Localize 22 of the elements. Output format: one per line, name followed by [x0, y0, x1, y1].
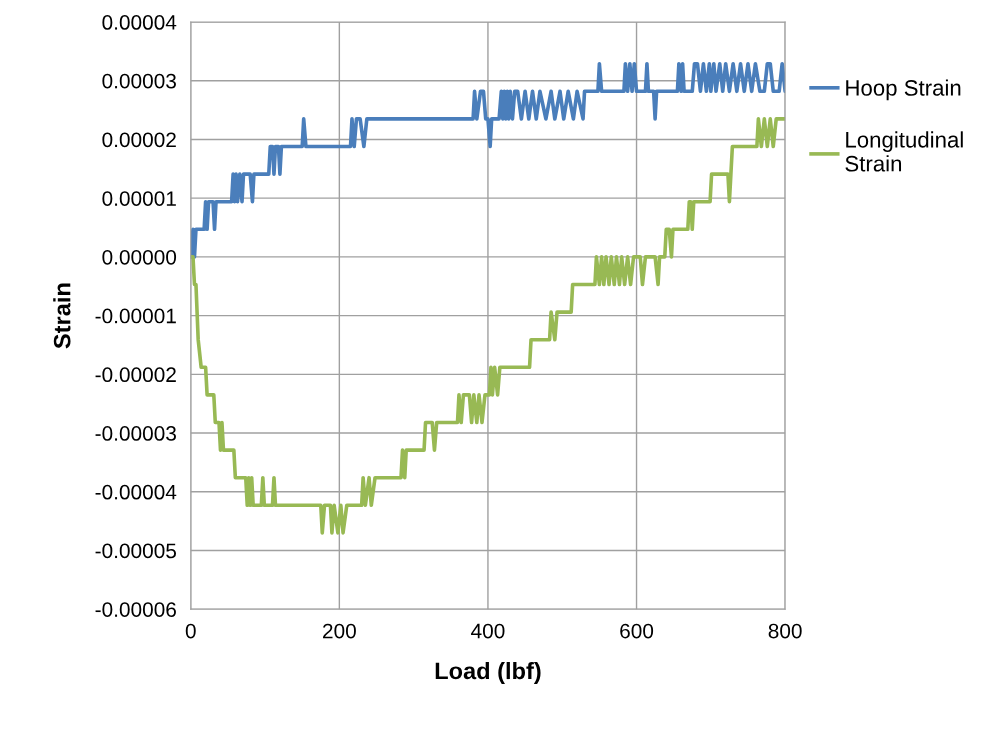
legend-label: Longitudinal Strain [845, 131, 963, 172]
x-tick-label: 0 [185, 623, 196, 639]
x-tick-label: 600 [620, 623, 654, 639]
y-tick-label: 0.00000 [102, 249, 177, 265]
x-axis-title: Load (lbf) [435, 661, 541, 684]
y-tick-label: 0.00001 [102, 191, 176, 206]
legend-label: Hoop Strain [846, 79, 961, 101]
x-tick-label: 400 [471, 623, 505, 639]
line-series [190, 61, 786, 259]
y-tick-label: 0.00004 [102, 15, 177, 30]
y-tick-label: -0.00001 [95, 308, 176, 324]
line-series [190, 117, 786, 535]
y-tick-label: -0.00006 [95, 602, 176, 617]
y-tick-label: 0.00003 [102, 73, 176, 89]
x-tick-label: 800 [768, 623, 802, 639]
y-axis-title: Strain [53, 283, 71, 349]
y-tick-label: 0.00002 [102, 132, 176, 148]
y-tick-label: -0.00002 [95, 367, 176, 383]
y-tick-label: -0.00005 [95, 543, 177, 559]
x-tick-label: 200 [323, 623, 356, 639]
y-tick-label: -0.00003 [95, 426, 176, 441]
y-tick-label: -0.00004 [95, 484, 177, 500]
